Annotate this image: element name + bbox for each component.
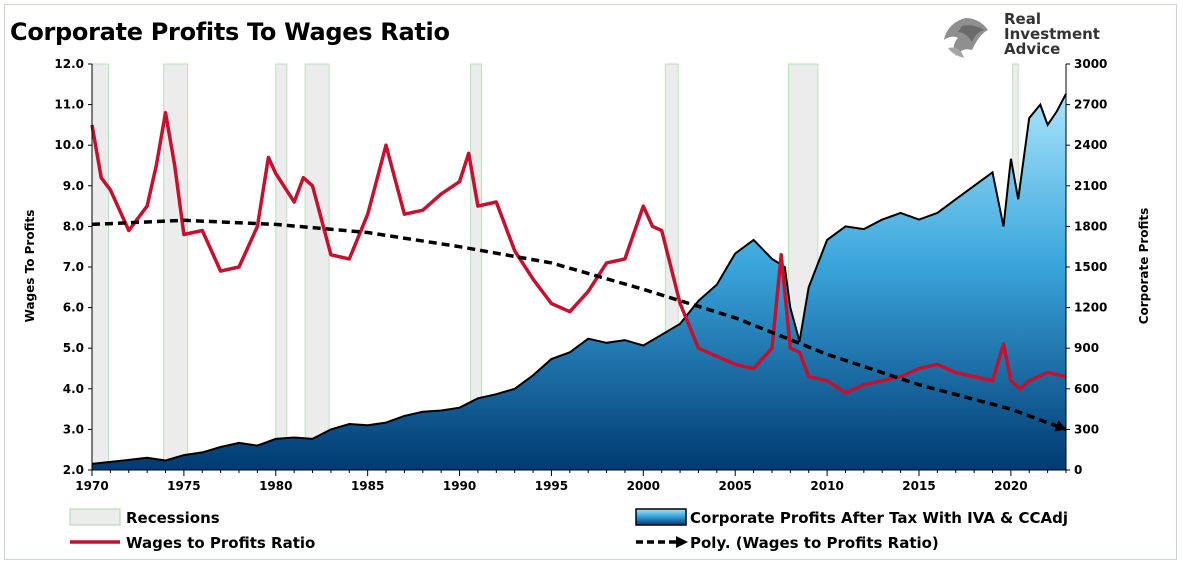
y-tick-label-left: 10.0 (54, 138, 84, 152)
legend-label-poly: Poly. (Wages to Profits Ratio) (690, 534, 939, 552)
x-tick-label: 2005 (719, 479, 752, 493)
y-tick-label-right: 1800 (1074, 219, 1107, 233)
profits-area-outline (91, 93, 1067, 465)
ratio-line-series (90, 110, 1067, 395)
x-tick-label: 1975 (167, 479, 200, 493)
brand-line-2: Investment (1004, 25, 1100, 43)
y-axis-title-left: Wages To Profits (23, 210, 37, 323)
x-tick-label: 1990 (443, 479, 476, 493)
brand-line-1: Real (1004, 10, 1041, 28)
legend-arrow-poly (676, 536, 688, 548)
y-tick-label-right: 900 (1074, 341, 1099, 355)
y-tick-label-left: 3.0 (63, 422, 84, 436)
legend-label-recessions: Recessions (126, 509, 220, 527)
x-tick-label: 2020 (994, 479, 1027, 493)
legend-label-ratio: Wages to Profits Ratio (126, 534, 315, 552)
x-tick-label: 1980 (259, 479, 292, 493)
x-tick-label: 1970 (75, 479, 108, 493)
y-tick-label-left: 9.0 (63, 179, 84, 193)
y-tick-label-right: 2700 (1074, 98, 1107, 112)
y-tick-label-right: 1500 (1074, 260, 1107, 274)
y-tick-label-left: 7.0 (63, 260, 84, 274)
x-tick-label: 1985 (351, 479, 384, 493)
y-tick-label-left: 2.0 (63, 463, 84, 477)
y-axis-title-right: Corporate Profits (1137, 208, 1151, 325)
brand-name: Real Investment Advice (1004, 12, 1100, 57)
poly-trend-series (91, 218, 1067, 432)
legend-label-profits: Corporate Profits After Tax With IVA & C… (690, 509, 1068, 527)
legend-swatch-recessions (69, 508, 121, 526)
y-tick-label-right: 2100 (1074, 179, 1107, 193)
axes: 2.0 3.0 4.0 5.0 6.0 7.0 8.0 9.0 10.0 11.0 12.0 0 300… (54, 57, 1107, 493)
chart-title: Corporate Profits To Wages Ratio (10, 18, 450, 46)
x-tick-label: 2000 (627, 479, 660, 493)
legend-swatch-profits (635, 508, 687, 526)
eagle-head-logo (944, 18, 988, 58)
poly-arrowhead (1054, 420, 1066, 432)
y-tick-label-left: 5.0 (63, 341, 84, 355)
recession-band-0 (91, 63, 110, 471)
brand-line-3: Advice (1004, 40, 1061, 58)
poly-line (91, 218, 1067, 432)
y-tick-label-left: 6.0 (63, 301, 84, 315)
x-tick-label: 1995 (535, 479, 568, 493)
y-tick-label-right: 600 (1074, 382, 1099, 396)
recession-bands (91, 63, 1019, 471)
y-tick-label-right: 3000 (1074, 57, 1107, 71)
y-tick-label-left: 4.0 (63, 382, 84, 396)
ratio-line (90, 110, 1067, 395)
y-tick-label-left: 8.0 (63, 219, 84, 233)
x-tick-label: 2010 (810, 479, 843, 493)
y-tick-label-right: 1200 (1074, 301, 1107, 315)
y-tick-label-left: 12.0 (54, 57, 84, 71)
recession-band-2 (275, 63, 288, 471)
y-tick-label-right: 300 (1074, 422, 1099, 436)
y-tick-label-right: 0 (1074, 463, 1082, 477)
profits-area-fill (92, 93, 1066, 471)
y-tick-label-right: 2400 (1074, 138, 1107, 152)
profits-area-series (91, 93, 1067, 471)
recession-band-3 (304, 63, 330, 471)
x-tick-label: 2015 (902, 479, 935, 493)
y-tick-label-left: 11.0 (54, 98, 84, 112)
